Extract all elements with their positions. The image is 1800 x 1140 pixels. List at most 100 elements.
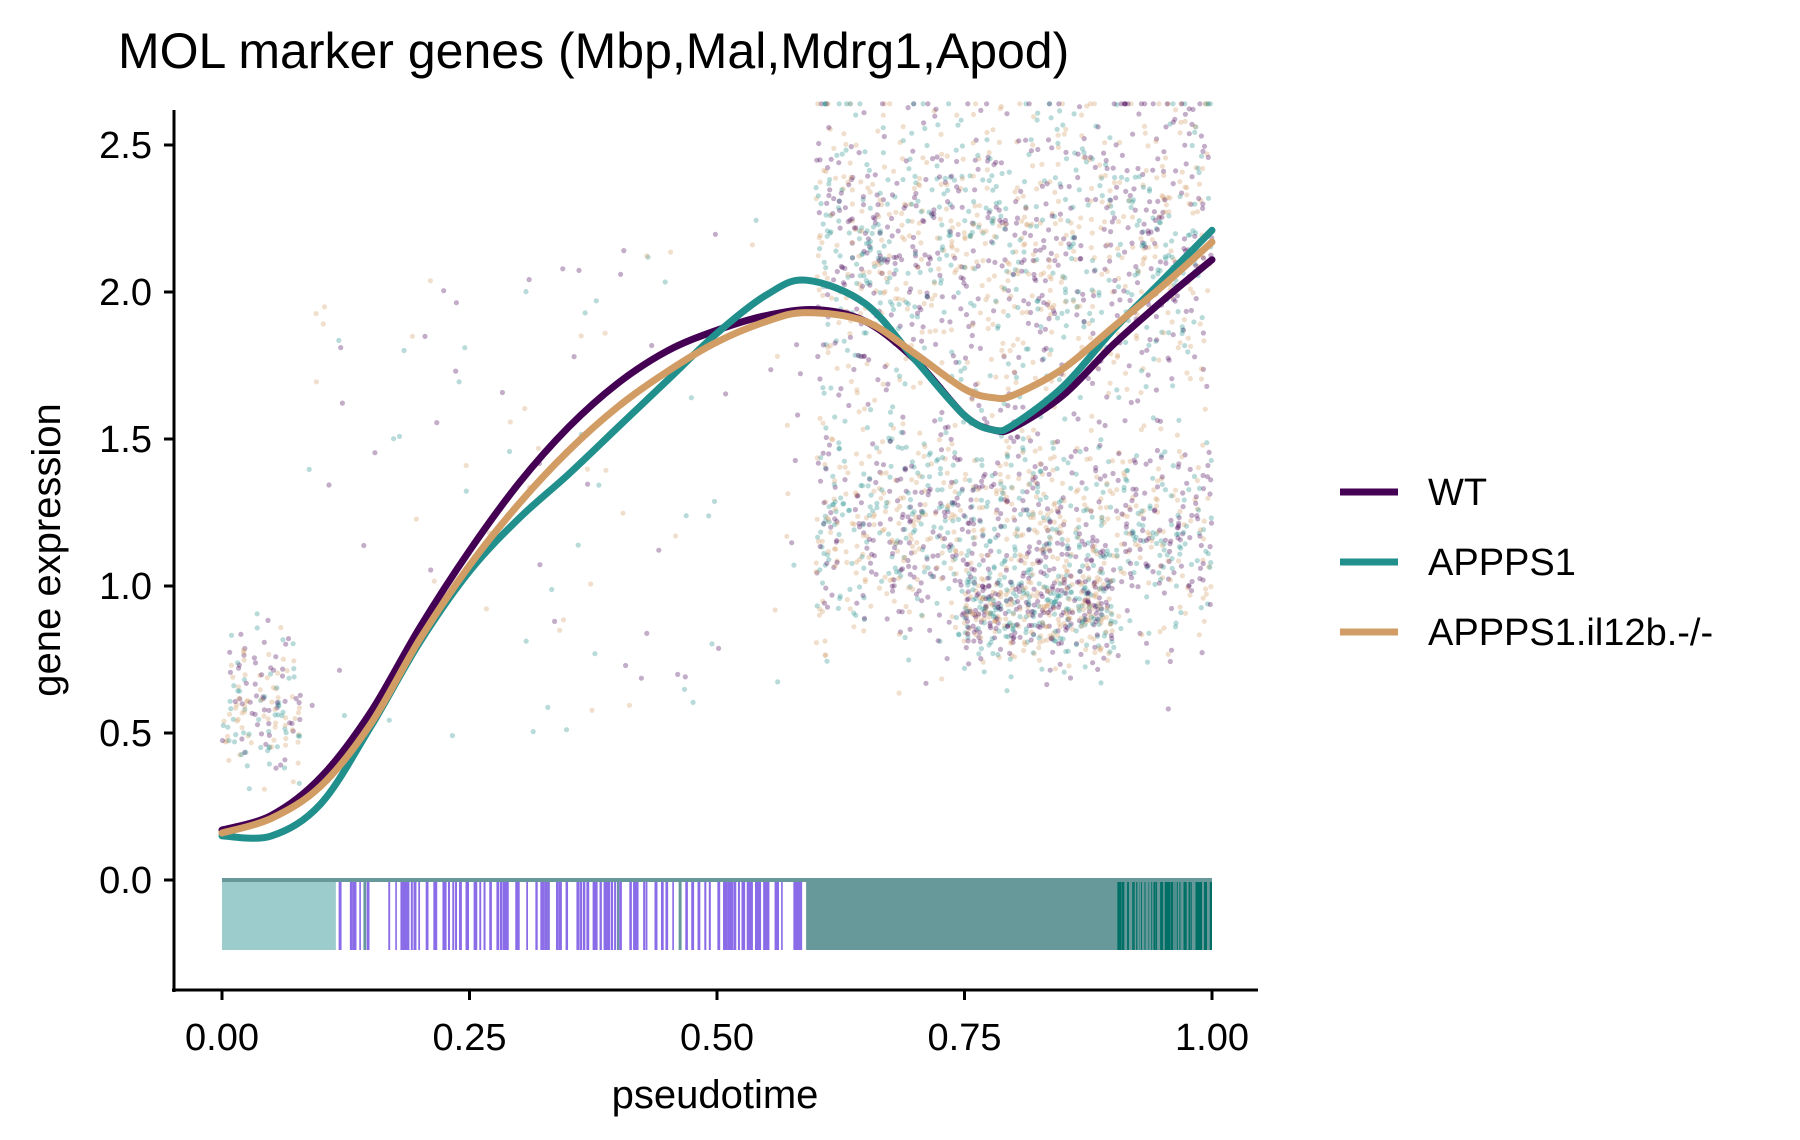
- scatter-point: [1208, 515, 1214, 521]
- scatter-point: [1135, 268, 1141, 274]
- scatter-point: [1069, 470, 1075, 476]
- scatter-point: [1005, 588, 1012, 595]
- scatter-point: [1150, 530, 1156, 536]
- scatter-point: [596, 482, 602, 488]
- scatter-point: [1183, 523, 1190, 529]
- scatter-point: [986, 149, 992, 156]
- scatter-point: [916, 514, 922, 520]
- scatter-point: [1116, 449, 1122, 456]
- scatter-point: [824, 658, 830, 664]
- scatter-point: [266, 761, 272, 767]
- scatter-point: [1175, 535, 1181, 541]
- scatter-point: [1169, 556, 1175, 562]
- scatter-point: [880, 112, 886, 118]
- scatter-point: [1037, 510, 1043, 516]
- scatter-point: [1003, 633, 1009, 639]
- scatter-point: [976, 156, 982, 162]
- scatter-point: [908, 286, 914, 292]
- scatter-point: [918, 209, 924, 215]
- scatter-point: [1127, 571, 1133, 577]
- scatter-point: [1063, 648, 1069, 655]
- scatter-point: [916, 220, 923, 226]
- scatter-point: [894, 180, 900, 186]
- scatter-point: [990, 216, 997, 222]
- scatter-point: [1140, 527, 1146, 534]
- scatter-point: [1133, 541, 1139, 548]
- scatter-point: [545, 704, 551, 711]
- scatter-point: [925, 101, 931, 107]
- scatter-point: [997, 646, 1004, 652]
- scatter-point: [847, 217, 853, 223]
- scatter-point: [1012, 370, 1018, 376]
- scatter-point: [1096, 616, 1102, 623]
- scatter-point: [1154, 227, 1160, 233]
- scatter-point: [1059, 551, 1065, 557]
- scatter-point: [1021, 647, 1027, 654]
- scatter-point: [990, 321, 996, 327]
- scatter-point: [944, 153, 950, 159]
- scatter-point: [1208, 477, 1214, 483]
- scatter-point: [862, 149, 868, 155]
- scatter-point: [265, 716, 271, 722]
- scatter-point: [1042, 584, 1048, 590]
- scatter-point: [1207, 544, 1213, 550]
- scatter-point: [552, 618, 558, 625]
- scatter-point: [991, 526, 998, 532]
- scatter-point: [982, 471, 988, 477]
- scatter-point: [836, 101, 842, 107]
- scatter-point: [817, 543, 823, 550]
- scatter-point: [1023, 268, 1029, 274]
- scatter-point: [900, 421, 906, 427]
- scatter-point: [965, 582, 971, 588]
- scatter-point: [1089, 413, 1095, 419]
- scatter-point: [964, 611, 970, 618]
- scatter-point: [819, 538, 825, 544]
- scatter-point: [1053, 598, 1059, 605]
- scatter-point: [815, 460, 822, 466]
- scatter-point: [851, 225, 858, 231]
- scatter-point: [1130, 486, 1136, 492]
- scatter-point: [1082, 612, 1088, 618]
- scatter-point: [1111, 359, 1117, 365]
- scatter-point: [968, 497, 974, 503]
- scatter-point: [826, 442, 833, 448]
- scatter-point: [1189, 121, 1195, 127]
- scatter-point: [918, 256, 925, 262]
- scatter-point: [1202, 406, 1208, 412]
- scatter-point: [993, 625, 999, 632]
- scatter-point: [973, 596, 979, 602]
- scatter-point: [986, 552, 992, 558]
- scatter-point: [1003, 592, 1009, 598]
- scatter-point: [1032, 609, 1038, 616]
- scatter-point: [1143, 561, 1149, 567]
- scatter-point: [1016, 476, 1022, 482]
- scatter-point: [237, 752, 243, 758]
- scatter-point: [1055, 144, 1062, 150]
- scatter-point: [1073, 641, 1079, 648]
- scatter-point: [1111, 567, 1117, 573]
- scatter-point: [843, 491, 849, 497]
- scatter-point: [843, 101, 850, 107]
- scatter-point: [1071, 234, 1077, 240]
- scatter-point: [939, 317, 945, 324]
- scatter-point: [1060, 609, 1067, 616]
- scatter-point: [1035, 484, 1041, 490]
- scatter-point: [296, 705, 302, 711]
- scatter-point: [999, 170, 1005, 177]
- scatter-point: [839, 512, 846, 518]
- scatter-point: [233, 705, 239, 711]
- scatter-point: [1096, 289, 1102, 295]
- scatter-point: [431, 578, 437, 584]
- scatter-point: [1085, 540, 1091, 546]
- scatter-point: [1147, 532, 1153, 538]
- scatter-point: [1078, 112, 1085, 118]
- scatter-point: [1005, 361, 1012, 367]
- scatter-point: [1079, 619, 1085, 625]
- scatter-point: [1122, 473, 1128, 479]
- scatter-point: [1040, 584, 1047, 591]
- scatter-point: [998, 603, 1004, 609]
- scatter-point: [880, 270, 886, 276]
- scatter-point: [875, 222, 881, 228]
- scatter-point: [938, 157, 945, 163]
- scatter-point: [283, 641, 289, 647]
